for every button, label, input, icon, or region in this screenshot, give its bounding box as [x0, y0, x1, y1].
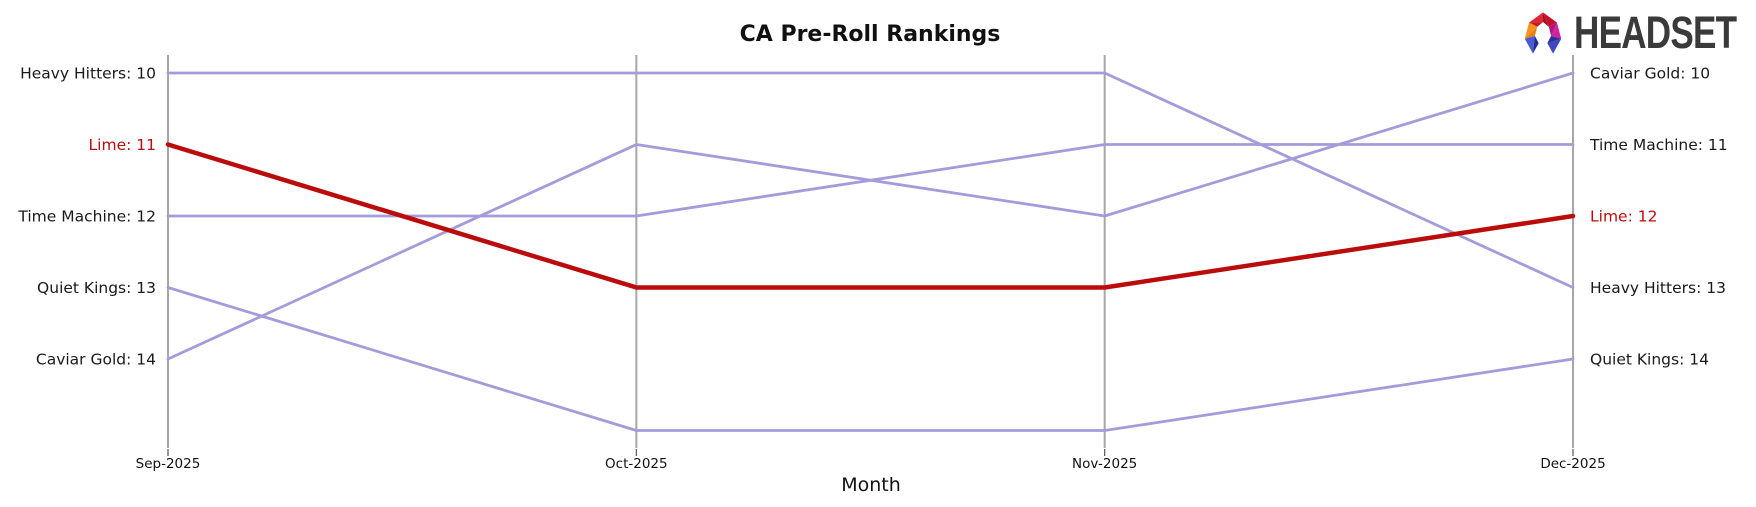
- left-label-quiet-kings: Quiet Kings: 13: [37, 279, 156, 297]
- series-line-heavy-hitters: [166, 71, 1575, 289]
- x-tick-label-sep-2025: Sep-2025: [136, 456, 201, 472]
- x-axis-title: Month: [841, 474, 901, 496]
- headset-logo: HEADSET: [1519, 7, 1744, 59]
- left-label-caviar-gold: Caviar Gold: 14: [36, 351, 156, 369]
- headset-logo-icon: [1524, 12, 1562, 54]
- right-label-caviar-gold: Caviar Gold: 10: [1590, 65, 1710, 83]
- chart-title: CA Pre-Roll Rankings: [739, 22, 1001, 47]
- series-line-caviar-gold: [166, 71, 1575, 361]
- right-label-lime: Lime: 12: [1590, 208, 1657, 226]
- x-tick-label-oct-2025: Oct-2025: [605, 456, 668, 472]
- series-line-lime: [165, 142, 1576, 290]
- left-label-lime: Lime: 11: [89, 136, 156, 154]
- right-label-quiet-kings: Quiet Kings: 14: [1590, 351, 1709, 369]
- left-label-heavy-hitters: Heavy Hitters: 10: [20, 65, 156, 83]
- right-label-heavy-hitters: Heavy Hitters: 13: [1590, 279, 1726, 297]
- x-tick-label-dec-2025: Dec-2025: [1540, 456, 1605, 472]
- x-tick-label-nov-2025: Nov-2025: [1072, 456, 1137, 472]
- right-label-time-machine: Time Machine: 11: [1589, 136, 1728, 154]
- left-label-time-machine: Time Machine: 12: [17, 208, 156, 226]
- series-line-quiet-kings: [166, 286, 1575, 432]
